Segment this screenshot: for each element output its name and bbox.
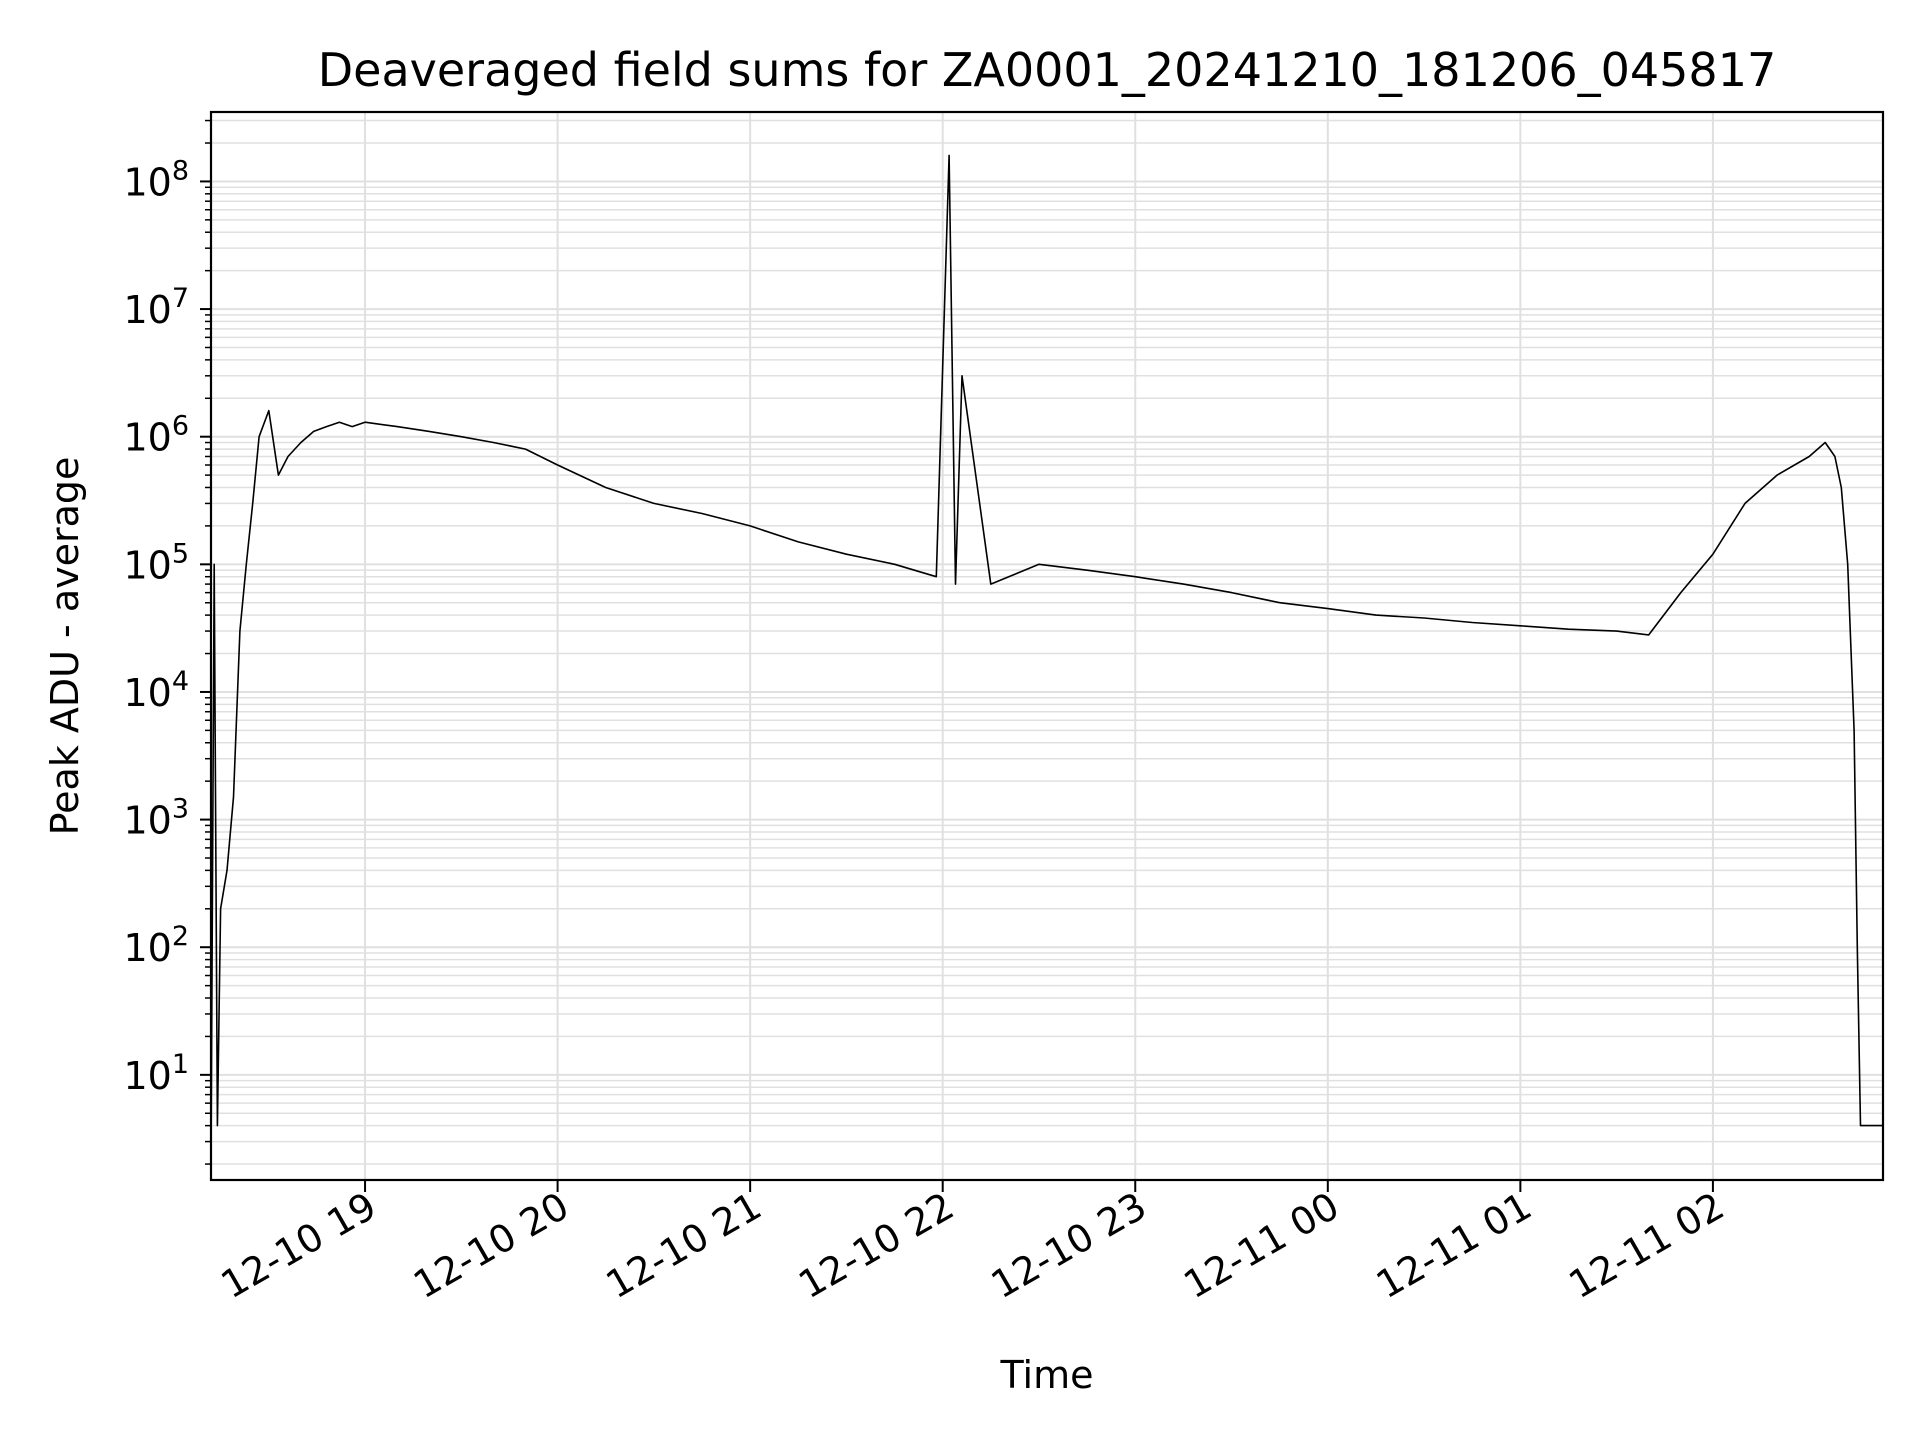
y-tick-label: 106 — [123, 411, 189, 460]
y-tick-label: 101 — [123, 1049, 189, 1098]
y-tick-label: 102 — [123, 921, 189, 970]
y-tick-label: 103 — [123, 794, 189, 843]
y-tick-label: 107 — [123, 283, 189, 332]
plot-frame — [209, 110, 1885, 1182]
x-tick-label: 12-10 20 — [406, 1184, 576, 1308]
x-tick-label: 12-11 00 — [1176, 1184, 1346, 1308]
x-tick-label: 12-11 01 — [1369, 1184, 1539, 1308]
y-tick-label: 108 — [123, 155, 189, 204]
series-line — [210, 154, 1883, 1165]
x-tick-label: 12-11 02 — [1561, 1184, 1731, 1308]
chart-title: Deaveraged field sums for ZA0001_2024121… — [318, 43, 1777, 97]
y-axis-label: Peak ADU - average — [43, 457, 87, 836]
grid — [211, 112, 1883, 1180]
y-tick-label: 104 — [123, 666, 189, 715]
x-axis-label: Time — [1000, 1353, 1094, 1397]
y-tick-label: 105 — [123, 538, 189, 587]
x-tick-label: 12-10 19 — [214, 1184, 384, 1308]
x-tick-label: 12-10 22 — [791, 1184, 961, 1308]
x-tick-label: 12-10 23 — [984, 1184, 1154, 1308]
x-tick-label: 12-10 21 — [599, 1184, 769, 1308]
series-layer — [210, 154, 1883, 1165]
